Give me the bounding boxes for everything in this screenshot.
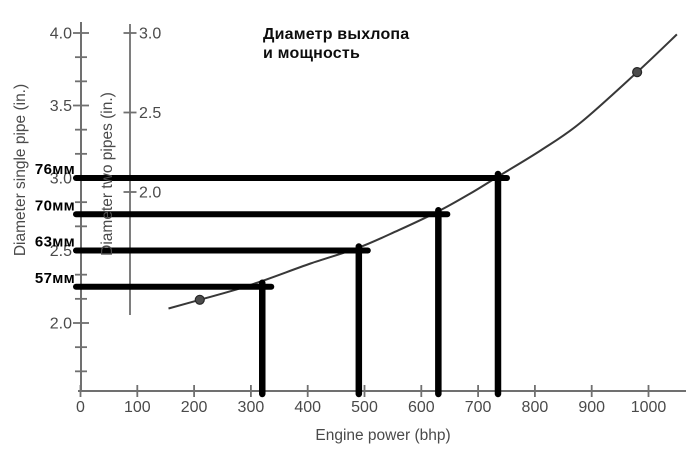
x-tick-label: 900: [578, 399, 605, 416]
data-point: [194, 294, 205, 305]
axes-layer: 4.0 3.5 3.0 2.5 2.0 3.0 2.5 2.0 0 100 200 300 400 500…: [50, 22, 686, 416]
curve-layer: [168, 33, 678, 310]
y-inner-axis-label: Diameter two pipes (in.): [99, 92, 116, 256]
x-tick-label: 600: [408, 399, 435, 416]
y-left-tick-label: 3.0: [50, 171, 72, 188]
x-axis-label: Engine power (bhp): [315, 427, 450, 444]
x-tick-label: 200: [181, 399, 208, 416]
x-tick-label: 400: [294, 399, 321, 416]
x-tick-label: 800: [522, 399, 549, 416]
y-inner-tick-label: 2.5: [139, 105, 161, 122]
x-tick-label: 700: [465, 399, 492, 416]
annotation-2-label: 70мм: [35, 197, 75, 214]
y-left-tick-label: 4.0: [50, 26, 72, 43]
annotation-1-label: 63мм: [35, 234, 75, 251]
annotation-0-label: 57мм: [35, 270, 75, 287]
y-left-tick-label: 2.0: [50, 316, 72, 333]
x-tick-label: 100: [124, 399, 151, 416]
x-tick-label: 1000: [631, 399, 667, 416]
y-left-tick-label: 3.5: [50, 98, 72, 115]
x-tick-label: 300: [238, 399, 265, 416]
x-tick-label: 500: [351, 399, 378, 416]
y-left-tick-label: 2.5: [50, 243, 72, 260]
annotations-layer: 57мм 63мм 70мм 76мм: [35, 161, 510, 398]
y-left-axis-label: Diameter single pipe (in.): [12, 84, 29, 256]
y-inner-tick-label: 2.0: [139, 185, 161, 202]
chart-title-line2: и мощность: [263, 45, 360, 62]
y-inner-tick-label: 3.0: [139, 26, 161, 43]
points-layer: [194, 67, 643, 305]
chart-title-line1: Диаметр выхлопа: [263, 26, 409, 43]
power-curve: [168, 33, 678, 310]
data-point: [632, 67, 643, 78]
annotation-3-label: 76мм: [35, 161, 75, 178]
x-tick-label: 0: [76, 399, 85, 416]
